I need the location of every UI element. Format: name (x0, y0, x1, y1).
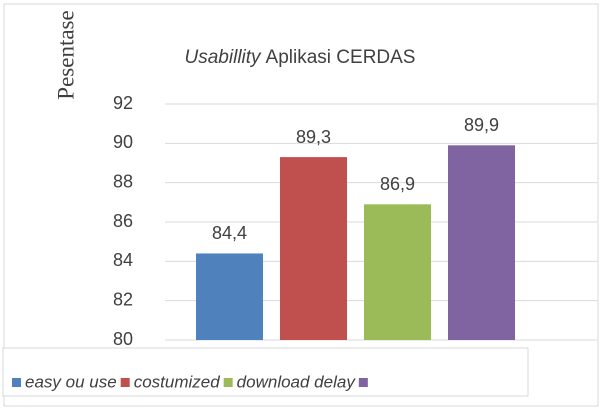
legend-box (2, 347, 529, 397)
value-label: 84,4 (212, 223, 247, 243)
legend: easy ou use costumized download delay (12, 372, 368, 391)
y-tick-label: 80 (113, 329, 133, 349)
legend-swatch (358, 378, 368, 387)
title-rest: Aplikasi CERDAS (266, 47, 416, 68)
legend-label: easy ou use (25, 372, 117, 391)
value-label: 89,3 (296, 127, 331, 147)
y-tick-label: 92 (113, 93, 133, 113)
y-tick-label: 86 (113, 211, 133, 231)
y-tick-label: 90 (113, 132, 133, 152)
y-tick-label: 84 (113, 250, 133, 270)
legend-swatch (12, 378, 21, 387)
legend-label: costumized (134, 372, 221, 391)
y-tick-label: 82 (113, 289, 133, 309)
legend-swatch (223, 378, 233, 387)
y-tick-label: 88 (113, 171, 133, 191)
value-label: 89,9 (464, 115, 499, 135)
value-label: 86,9 (380, 174, 415, 194)
plot-area: 80 82 84 86 88 90 92 84,4 89,3 86,9 89,9 (113, 93, 597, 349)
legend-swatch (120, 378, 130, 387)
y-axis-label: Pesentase (53, 10, 78, 99)
bar (448, 145, 515, 340)
bar (364, 204, 431, 340)
title-italic: Usabillity (185, 47, 263, 68)
chart-title: Usabillity Aplikasi CERDAS (185, 47, 416, 68)
bar (196, 253, 263, 340)
bar (280, 157, 347, 340)
legend-label: download delay (237, 372, 357, 391)
